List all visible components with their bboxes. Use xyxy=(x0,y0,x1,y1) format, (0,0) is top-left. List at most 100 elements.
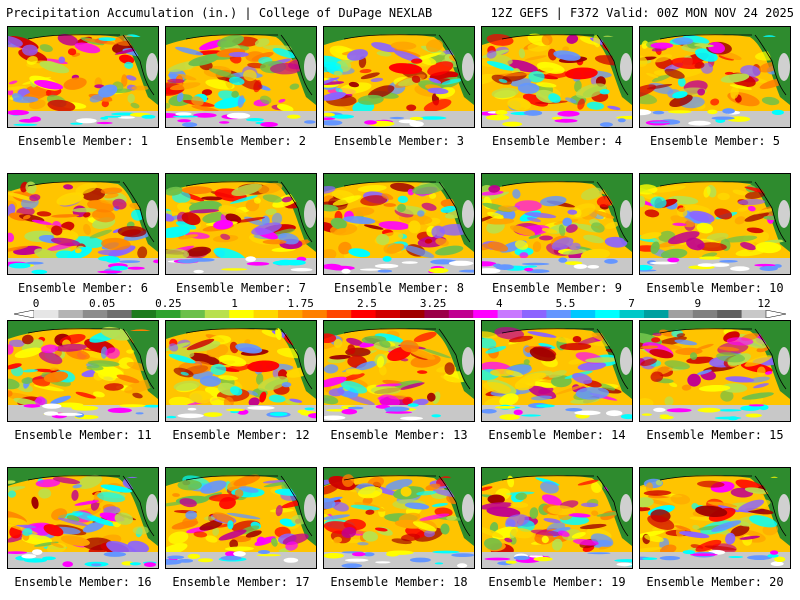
colorbar-segment xyxy=(400,310,425,318)
colorbar-segment xyxy=(741,310,767,318)
precip-map xyxy=(166,321,316,421)
ensemble-member-label: Ensemble Member: 5 xyxy=(649,134,781,148)
ensemble-member-label: Ensemble Member: 13 xyxy=(330,428,468,442)
precip-map xyxy=(324,321,474,421)
ensemble-panel-16 xyxy=(7,467,159,569)
precip-map xyxy=(482,27,632,127)
colorbar-labels: 0 0.05 0.25 1 1.75 2.5 3.25 4 5.5 7 9 12 xyxy=(14,297,786,310)
colorbar-tick-label: 7 xyxy=(628,297,635,310)
ensemble-member-label: Ensemble Member: 9 xyxy=(491,281,623,295)
precip-map xyxy=(640,321,790,421)
ensemble-panel-11 xyxy=(7,320,159,422)
colorbar-segment xyxy=(82,310,108,318)
colorbar-min-arrow xyxy=(14,310,35,318)
colorbar-tick-label: 12 xyxy=(757,297,771,310)
colorbar: 0 0.05 0.25 1 1.75 2.5 3.25 4 5.5 7 9 12 xyxy=(14,298,786,318)
colorbar-segment xyxy=(131,310,157,318)
ensemble-panel-12 xyxy=(165,320,317,422)
ensemble-panel-14 xyxy=(481,320,633,422)
precip-map xyxy=(482,174,632,274)
ensemble-panel-2 xyxy=(165,26,317,128)
ensemble-member-label: Ensemble Member: 8 xyxy=(333,281,465,295)
ensemble-panel-18 xyxy=(323,467,475,569)
colorbar-segment xyxy=(229,310,255,318)
ensemble-member-label: Ensemble Member: 12 xyxy=(172,428,310,442)
ensemble-panel-13 xyxy=(323,320,475,422)
precip-map xyxy=(8,27,158,127)
ensemble-member-label: Ensemble Member: 17 xyxy=(172,575,310,589)
ensemble-member-label: Ensemble Member: 11 xyxy=(14,428,152,442)
colorbar-segment xyxy=(644,310,669,318)
colorbar-tick-label: 0.25 xyxy=(155,297,182,310)
colorbar-segment xyxy=(497,310,523,318)
colorbar-tick-label: 2.5 xyxy=(356,297,377,310)
precip-map xyxy=(482,468,632,568)
ensemble-member-label: Ensemble Member: 10 xyxy=(646,281,784,295)
colorbar-segment xyxy=(595,310,621,318)
precip-map xyxy=(324,468,474,568)
colorbar-segment xyxy=(180,310,206,318)
ensemble-member-label: Ensemble Member: 14 xyxy=(488,428,626,442)
ensemble-panel-3 xyxy=(323,26,475,128)
colorbar-tick-label: 3.25 xyxy=(419,297,447,310)
ensemble-panel-17 xyxy=(165,467,317,569)
ensemble-panel-6 xyxy=(7,173,159,275)
colorbar-segment xyxy=(692,310,718,318)
ensemble-member-label: Ensemble Member: 20 xyxy=(646,575,784,589)
ensemble-member-label: Ensemble Member: 15 xyxy=(646,428,784,442)
colorbar-tick-label: 9 xyxy=(694,297,702,310)
colorbar-segment xyxy=(668,310,694,318)
ensemble-panel-5 xyxy=(639,26,791,128)
colorbar-segment xyxy=(424,310,450,318)
ensemble-panel-7 xyxy=(165,173,317,275)
precip-map xyxy=(640,174,790,274)
colorbar-segment xyxy=(326,310,352,318)
precip-map xyxy=(482,321,632,421)
ensemble-member-label: Ensemble Member: 4 xyxy=(491,134,623,148)
ensemble-panel-9 xyxy=(481,173,633,275)
page-title: Precipitation Accumulation (in.) | Colle… xyxy=(6,6,433,20)
colorbar-segment xyxy=(253,310,279,318)
colorbar-tick-label: 4 xyxy=(495,297,503,310)
colorbar-segment xyxy=(302,310,328,318)
colorbar-segment xyxy=(58,310,84,318)
ensemble-member-label: Ensemble Member: 19 xyxy=(488,575,626,589)
ensemble-member-label: Ensemble Member: 16 xyxy=(14,575,152,589)
colorbar-segment xyxy=(204,310,230,318)
ensemble-panel-4 xyxy=(481,26,633,128)
ensemble-member-label: Ensemble Member: 2 xyxy=(175,134,307,148)
colorbar-tick-label: 0.05 xyxy=(88,297,116,310)
colorbar-segment xyxy=(351,310,377,318)
ensemble-panel-10 xyxy=(639,173,791,275)
ensemble-panel-15 xyxy=(639,320,791,422)
colorbar-tick-label: 1 xyxy=(231,297,238,310)
colorbar-segment xyxy=(619,310,645,318)
precip-map xyxy=(640,468,790,568)
precip-map xyxy=(324,174,474,274)
colorbar-segment xyxy=(448,310,474,318)
precip-map xyxy=(8,174,158,274)
run-info: 12Z GEFS | F372 Valid: 00Z MON NOV 24 20… xyxy=(490,6,794,20)
colorbar-segment xyxy=(473,310,499,318)
colorbar-segment xyxy=(522,310,547,318)
precip-map xyxy=(640,27,790,127)
colorbar-segment xyxy=(570,310,596,318)
colorbar-segment xyxy=(717,310,743,318)
precip-map xyxy=(166,27,316,127)
colorbar-segment xyxy=(546,310,572,318)
colorbar-bar xyxy=(14,310,786,318)
ensemble-panel-20 xyxy=(639,467,791,569)
ensemble-panel-1 xyxy=(7,26,159,128)
precip-map xyxy=(166,174,316,274)
colorbar-segment xyxy=(375,310,401,318)
precip-map xyxy=(324,27,474,127)
ensemble-member-label: Ensemble Member: 3 xyxy=(333,134,465,148)
colorbar-tick-label: 5.5 xyxy=(555,297,576,310)
colorbar-segment xyxy=(278,310,303,318)
precip-map xyxy=(166,468,316,568)
colorbar-tick-label: 1.75 xyxy=(287,297,314,310)
ensemble-panel-8 xyxy=(323,173,475,275)
colorbar-tick-label: 0 xyxy=(32,297,40,310)
precip-map xyxy=(8,468,158,568)
colorbar-segment xyxy=(34,310,59,318)
